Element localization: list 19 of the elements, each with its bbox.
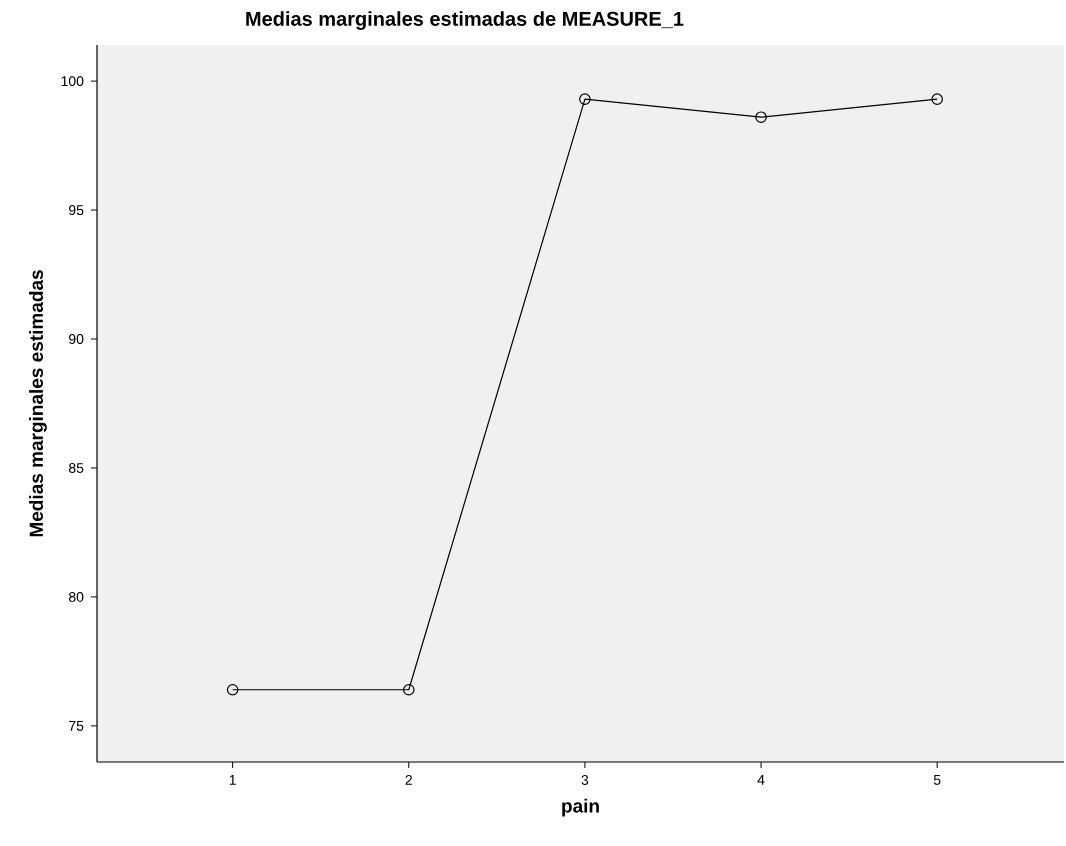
y-tick-label: 95 bbox=[69, 205, 84, 215]
y-tick-label: 90 bbox=[69, 334, 84, 344]
y-tick-label: 75 bbox=[69, 721, 84, 731]
x-tick-label: 4 bbox=[757, 775, 765, 785]
y-tick-label: 100 bbox=[61, 76, 84, 87]
x-tick-label: 2 bbox=[405, 775, 412, 785]
y-axis-title: Medias marginales estimadas bbox=[29, 270, 47, 537]
point bbox=[579, 93, 591, 105]
point bbox=[402, 683, 415, 696]
x-axis-title: pain bbox=[562, 798, 599, 817]
y-tick-label: 80 bbox=[68, 591, 84, 602]
point bbox=[755, 111, 767, 124]
y-tick-label: 85 bbox=[68, 463, 84, 473]
x-tick-label: 1 bbox=[229, 775, 236, 785]
point bbox=[226, 683, 239, 696]
x-tick-label: 3 bbox=[581, 775, 589, 785]
x-tick-label: 5 bbox=[933, 775, 941, 785]
chart-title: Medias marginales estimadas de MEASURE_1 bbox=[246, 11, 684, 30]
point bbox=[931, 93, 943, 105]
